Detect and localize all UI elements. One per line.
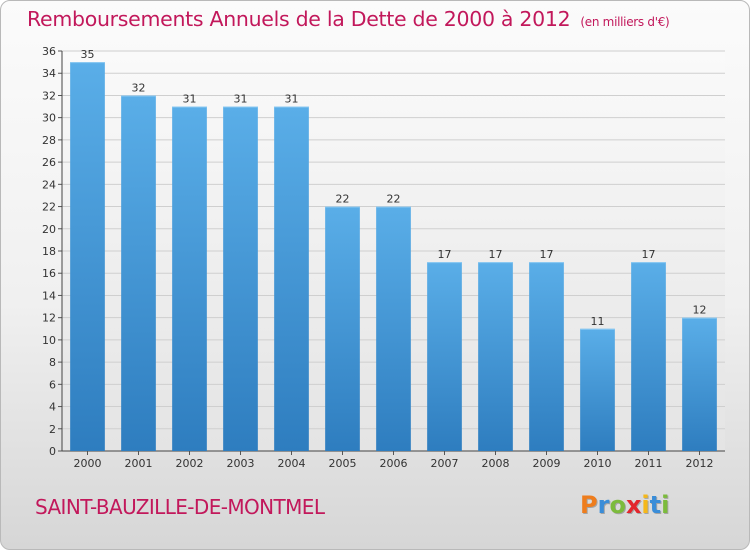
data-label: 17 — [489, 248, 503, 261]
x-tick-label: 2005 — [329, 457, 357, 470]
data-labels: 35 32 31 31 31 22 22 17 17 17 11 17 12 — [81, 48, 707, 328]
y-tick-label: 2 — [49, 423, 56, 436]
bar — [427, 262, 462, 451]
logo-letter: o — [609, 491, 626, 519]
y-tick-label: 12 — [42, 312, 56, 325]
bar — [580, 328, 615, 451]
data-label: 31 — [234, 93, 248, 106]
bar — [631, 262, 666, 451]
x-tick-label: 2001 — [125, 457, 153, 470]
bar — [121, 95, 156, 451]
proxiti-logo: Proxiti — [580, 491, 669, 519]
bar — [478, 262, 513, 451]
x-tick-labels: 2000 2001 2002 2003 2004 2005 2006 2007 2008 2009… — [74, 451, 714, 470]
logo-letter: i — [661, 491, 670, 519]
chart-subtitle: (en milliers d'€) — [580, 15, 670, 29]
bar — [682, 317, 717, 451]
data-label: 17 — [642, 248, 656, 261]
data-label: 11 — [591, 315, 605, 328]
bar — [529, 262, 564, 451]
logo-letter: P — [580, 491, 598, 519]
y-tick-label: 18 — [42, 245, 56, 258]
bar — [325, 206, 360, 451]
x-tick-label: 2006 — [380, 457, 408, 470]
y-tick-label: 4 — [49, 401, 56, 414]
data-label: 17 — [438, 248, 452, 261]
data-label: 35 — [81, 48, 95, 61]
y-tick-label: 24 — [42, 178, 56, 191]
y-tick-label: 10 — [42, 334, 56, 347]
x-tick-label: 2012 — [686, 457, 714, 470]
data-label: 32 — [132, 81, 146, 94]
y-tick-label: 34 — [42, 67, 56, 80]
y-tick-label: 8 — [49, 356, 56, 369]
data-label: 12 — [693, 304, 707, 317]
data-label: 22 — [336, 193, 350, 206]
x-tick-label: 2011 — [635, 457, 663, 470]
y-tick-label: 0 — [49, 445, 56, 458]
bar — [223, 106, 258, 452]
x-tick-label: 2000 — [74, 457, 102, 470]
data-label: 31 — [183, 93, 197, 106]
data-label: 31 — [285, 93, 299, 106]
x-tick-label: 2004 — [278, 457, 306, 470]
bar — [376, 206, 411, 451]
data-label: 17 — [540, 248, 554, 261]
x-tick-label: 2002 — [176, 457, 204, 470]
x-tick-label: 2003 — [227, 457, 255, 470]
y-tick-label: 36 — [42, 45, 56, 58]
bar — [274, 106, 309, 452]
logo-letter: t — [649, 491, 662, 519]
x-tick-label: 2007 — [431, 457, 459, 470]
logo-letter: x — [625, 491, 642, 519]
y-tick-label: 16 — [42, 267, 56, 280]
data-label: 22 — [387, 193, 401, 206]
x-tick-label: 2008 — [482, 457, 510, 470]
y-tick-label: 6 — [49, 378, 56, 391]
y-tick-label: 14 — [42, 289, 56, 302]
x-tick-label: 2009 — [533, 457, 561, 470]
y-tick-label: 28 — [42, 134, 56, 147]
x-tick-label: 2010 — [584, 457, 612, 470]
bar — [70, 62, 105, 451]
bars — [70, 62, 717, 452]
y-tick-label: 30 — [42, 112, 56, 125]
y-tick-label: 22 — [42, 201, 56, 214]
logo-letter: i — [641, 491, 650, 519]
bar — [172, 106, 207, 452]
chart-title: Remboursements Annuels de la Dette de 20… — [27, 7, 670, 31]
logo-letter: r — [597, 491, 610, 519]
y-tick-label: 32 — [42, 89, 56, 102]
chart-title-text: Remboursements Annuels de la Dette de 20… — [27, 7, 571, 31]
y-tick-label: 26 — [42, 156, 56, 169]
location-name: SAINT-BAUZILLE-DE-MONTMEL — [35, 495, 325, 519]
y-tick-label: 20 — [42, 223, 56, 236]
